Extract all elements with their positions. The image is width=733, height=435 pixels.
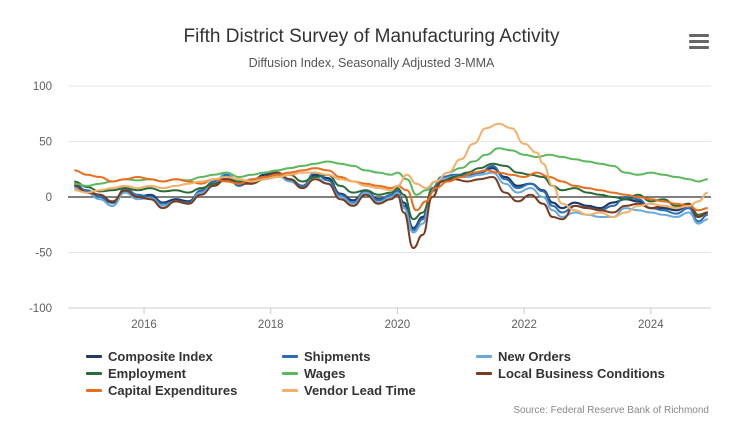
legend-swatch — [282, 389, 298, 392]
series-line-composite-index[interactable] — [74, 167, 708, 230]
x-tick-label: 2018 — [258, 319, 284, 331]
legend-item-capital-expenditures[interactable]: Capital Expenditures — [86, 383, 237, 398]
series-lines — [74, 122, 709, 250]
legend-swatch — [86, 355, 102, 358]
x-tick-label: 2016 — [131, 319, 157, 331]
series-line-employment[interactable] — [74, 162, 708, 221]
y-tick-label: 0 — [46, 192, 52, 204]
legend-label: Local Business Conditions — [498, 366, 665, 381]
legend-swatch — [282, 355, 298, 358]
legend-swatch — [476, 372, 492, 375]
x-tick-label: 2022 — [511, 319, 537, 331]
chart-subtitle: Diffusion Index, Seasonally Adjusted 3-M… — [248, 56, 495, 70]
menu-bar — [689, 40, 709, 43]
menu-bar — [689, 34, 709, 37]
legend-item-new-orders[interactable]: New Orders — [476, 349, 571, 364]
legend-label: Wages — [304, 366, 346, 381]
legend-swatch — [282, 372, 298, 375]
x-tick-label: 2024 — [638, 319, 664, 331]
y-tick-label: -50 — [35, 248, 52, 260]
y-tick-label: 50 — [39, 137, 52, 149]
legend-item-local-business-conditions[interactable]: Local Business Conditions — [476, 366, 665, 381]
legend-swatch — [476, 355, 492, 358]
y-tick-label: 100 — [33, 81, 52, 93]
legend-item-employment[interactable]: Employment — [86, 366, 186, 381]
series-line-local-business-conditions[interactable] — [74, 171, 708, 250]
legend-label: Employment — [108, 366, 187, 381]
legend-label: New Orders — [498, 349, 571, 364]
y-tick-label: -100 — [29, 303, 52, 315]
legend-item-wages[interactable]: Wages — [282, 366, 345, 381]
series-line-vendor-lead-time[interactable] — [74, 122, 709, 218]
legend-label: Composite Index — [108, 349, 213, 364]
x-tick-label: 2020 — [385, 319, 411, 331]
legend-swatch — [86, 389, 102, 392]
legend-item-composite-index[interactable]: Composite Index — [86, 349, 213, 364]
hamburger-menu-icon[interactable] — [689, 34, 709, 50]
chart-title: Fifth District Survey of Manufacturing A… — [183, 26, 560, 47]
menu-bar — [689, 46, 709, 49]
legend-item-shipments[interactable]: Shipments — [282, 349, 370, 364]
legend-label: Capital Expenditures — [108, 383, 238, 398]
legend-swatch — [86, 372, 102, 375]
axis-labels: 100 50 0 -50 -100 2016 2018 2020 2022 2024 — [29, 81, 711, 331]
legend-label: Vendor Lead Time — [304, 383, 416, 398]
legend-item-vendor-lead-time[interactable]: Vendor Lead Time — [282, 383, 416, 398]
source-credit: Source: Federal Reserve Bank of Richmond — [513, 405, 709, 416]
legend-label: Shipments — [304, 349, 371, 364]
